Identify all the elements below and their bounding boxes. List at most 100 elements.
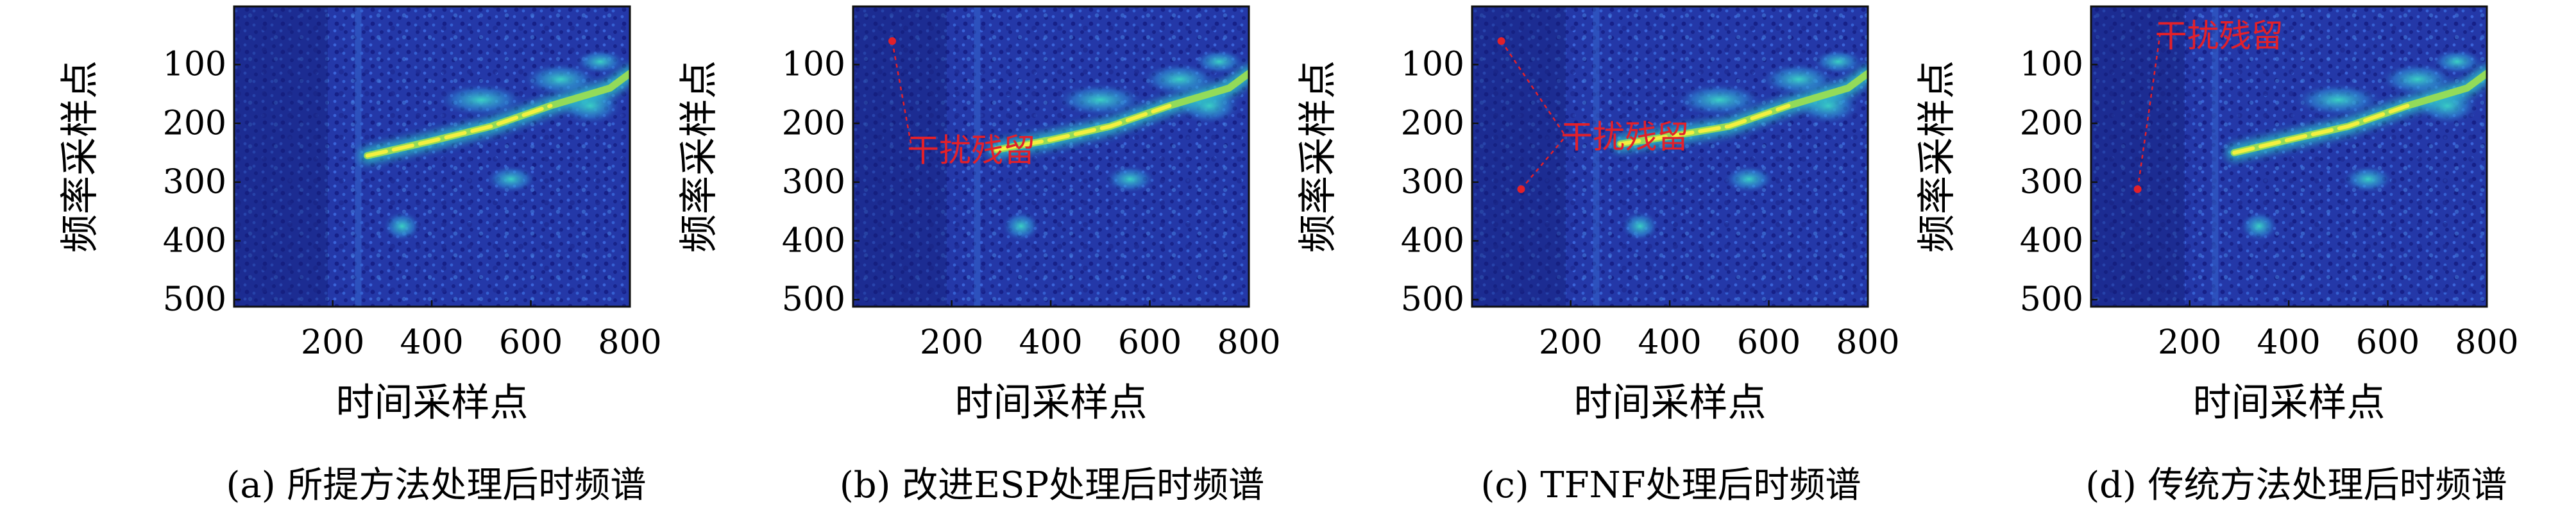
y-tick-label: 300	[2020, 163, 2083, 201]
heatmap-area	[234, 6, 630, 307]
spectrogram-panel-4: 干扰残留 100 200 300 400 500 200 400 600 800 时间采样点 频率采样…	[1915, 5, 2519, 506]
energy-blob	[2378, 62, 2456, 96]
energy-blob	[1055, 83, 1146, 117]
y-tick-label: 400	[163, 221, 226, 260]
x-tick-label: 200	[1539, 323, 1602, 362]
interference-annotation: 干扰残留	[2133, 17, 2284, 193]
x-axis-label: 时间采样点	[955, 380, 1148, 425]
energy-blob	[1140, 62, 1218, 96]
y-axis-label: 频率采样点	[1915, 60, 1960, 253]
energy-blob	[1674, 83, 1765, 117]
subfigure-caption: (a) 所提方法处理后时频谱	[226, 465, 647, 506]
energy-blob	[2239, 210, 2278, 242]
y-axis-label: 频率采样点	[1296, 60, 1341, 253]
heatmap-area: 干扰残留	[853, 6, 1249, 307]
subfigure-caption: (d) 传统方法处理后时频谱	[2085, 465, 2507, 506]
y-tick-label: 400	[2020, 221, 2083, 260]
annotation-label: 干扰残留	[2155, 17, 2284, 55]
dark-region	[234, 6, 328, 307]
y-tick-label: 500	[782, 280, 845, 319]
x-tick-label: 600	[2356, 323, 2419, 362]
vertical-stripe	[1593, 6, 1600, 307]
annotation-leader	[1500, 40, 1566, 137]
subfigure-caption: (c) TFNF处理后时频谱	[1481, 465, 1861, 506]
y-axis-label: 频率采样点	[58, 60, 103, 253]
annotation-label: 干扰残留	[1561, 118, 1689, 155]
interference-annotation: 干扰残留	[1497, 37, 1689, 193]
x-tick-label: 800	[2455, 323, 2518, 362]
energy-blob	[1104, 165, 1156, 194]
ridge-core	[2232, 103, 2410, 155]
ridge-core	[1618, 103, 1791, 146]
energy-blob	[2431, 49, 2483, 75]
y-tick-label: 200	[2020, 104, 2083, 142]
vertical-stripe	[974, 6, 981, 307]
energy-blob	[1723, 165, 1775, 194]
energy-blob	[436, 83, 527, 117]
x-tick-label: 400	[2257, 323, 2320, 362]
energy-blob	[1620, 210, 1659, 242]
energy-blob	[1812, 49, 1864, 75]
x-tick-label: 400	[400, 323, 463, 362]
y-tick-label: 100	[2020, 46, 2083, 84]
annotation-label: 干扰残留	[907, 132, 1035, 169]
x-tick-label: 600	[1737, 323, 1801, 362]
x-tick-label: 200	[301, 323, 364, 362]
energy-blob	[574, 49, 626, 75]
spectrogram-panel-3: 干扰残留 100 200 300 400 500 200 400 600 800 时间采样点 频率采样…	[1296, 5, 1900, 506]
dark-region	[853, 6, 947, 307]
x-tick-label: 400	[1638, 323, 1701, 362]
y-tick-label: 300	[163, 163, 226, 201]
y-tick-label: 400	[782, 221, 845, 260]
spectrogram-panel-1: 100 200 300 400 500 200 400 600 800 时间采样点 频率采样点 (a)…	[58, 5, 662, 506]
x-axis-label: 时间采样点	[1574, 380, 1767, 425]
energy-blob	[485, 165, 537, 194]
vertical-stripe	[355, 6, 362, 307]
y-axis-label: 频率采样点	[677, 60, 722, 253]
y-tick-label: 100	[163, 46, 226, 84]
y-tick-label: 100	[782, 46, 845, 84]
heatmap-texture	[1472, 6, 1868, 307]
x-axis-label: 时间采样点	[2193, 380, 2385, 425]
heatmap-texture	[853, 6, 1249, 307]
energy-blob	[1759, 62, 1837, 96]
y-tick-label: 300	[1401, 163, 1464, 201]
heatmap-area: 干扰残留	[1472, 6, 1868, 307]
heatmap-area: 干扰残留	[2091, 6, 2487, 307]
y-tick-label: 200	[1401, 104, 1464, 142]
x-tick-label: 600	[1118, 323, 1182, 362]
y-tick-label: 500	[163, 280, 226, 319]
energy-blob	[1001, 210, 1040, 242]
y-tick-label: 500	[1401, 280, 1464, 319]
y-tick-label: 300	[782, 163, 845, 201]
heatmap-texture	[234, 6, 630, 307]
ridge-core	[365, 103, 553, 158]
vertical-stripe	[2212, 6, 2219, 307]
energy-blob	[521, 62, 599, 96]
spectrogram-panel-2: 干扰残留 100 200 300 400 500 200 400 600 800 时间采样点 频率采样…	[677, 5, 1281, 506]
x-tick-label: 200	[920, 323, 983, 362]
interference-annotation: 干扰残留	[888, 37, 1035, 169]
y-tick-label: 100	[1401, 46, 1464, 84]
y-tick-label: 500	[2020, 280, 2083, 319]
x-tick-label: 800	[598, 323, 661, 362]
dark-region	[2091, 6, 2185, 307]
energy-blob	[1193, 49, 1245, 75]
x-tick-label: 800	[1217, 323, 1280, 362]
energy-blob	[2342, 165, 2394, 194]
ridge-core	[994, 103, 1172, 152]
x-tick-label: 800	[1836, 323, 1899, 362]
y-tick-label: 400	[1401, 221, 1464, 260]
annotation-leader	[2137, 35, 2161, 190]
dark-region	[1472, 6, 1566, 307]
annotation-point	[888, 37, 897, 46]
energy-blob	[2293, 83, 2384, 117]
y-tick-label: 200	[163, 104, 226, 142]
annotation-point	[2133, 185, 2142, 193]
x-tick-label: 600	[499, 323, 563, 362]
x-tick-label: 200	[2158, 323, 2221, 362]
x-axis-label: 时间采样点	[336, 380, 529, 425]
annotation-leader	[1520, 135, 1566, 190]
y-tick-label: 200	[782, 104, 845, 142]
